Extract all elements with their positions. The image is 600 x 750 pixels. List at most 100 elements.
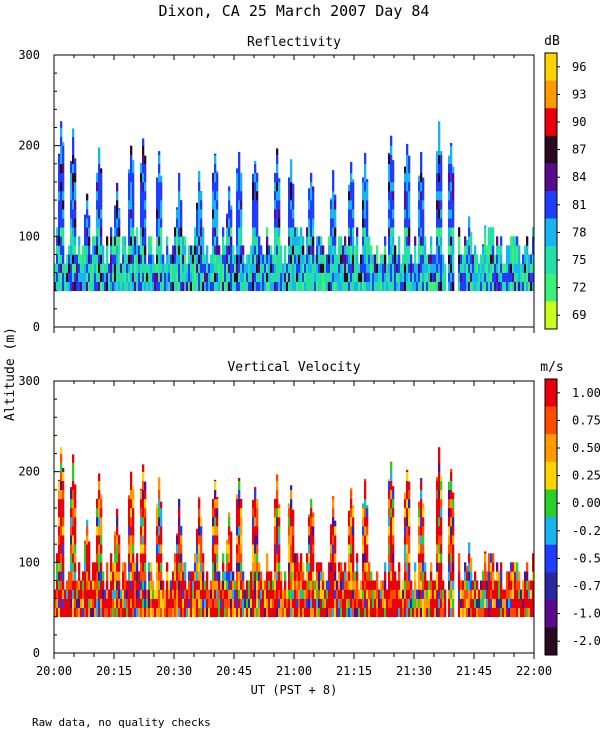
velocity-cell [466, 607, 469, 618]
velocity-cell [98, 480, 101, 491]
velocity-cell [206, 580, 209, 590]
velocity-cell [468, 598, 471, 608]
reflectivity-y-tick-label: 300 [18, 48, 40, 62]
reflectivity-cell [214, 209, 217, 219]
velocity-cell [172, 598, 175, 608]
reflectivity-cell [448, 191, 451, 201]
reflectivity-cell [60, 209, 63, 219]
reflectivity-cell [474, 254, 477, 264]
velocity-cell [100, 607, 103, 618]
velocity-cell [80, 598, 83, 608]
velocity-cell [162, 589, 165, 599]
reflectivity-cell [288, 218, 291, 228]
velocity-cell [484, 589, 487, 599]
velocity-cell [512, 607, 515, 618]
velocity-cell [430, 607, 433, 618]
velocity-cell [178, 553, 181, 563]
reflectivity-cell [298, 263, 301, 273]
reflectivity-cell [176, 254, 179, 264]
reflectivity-cell [230, 254, 233, 264]
reflectivity-cell [130, 245, 133, 255]
velocity-cell [252, 526, 255, 536]
reflectivity-cell [142, 191, 145, 201]
velocity-cell [494, 580, 497, 590]
velocity-cell [278, 580, 281, 590]
velocity-cell [158, 607, 161, 618]
velocity-cell [480, 580, 483, 590]
velocity-cell [414, 571, 417, 581]
reflectivity-cell [120, 272, 123, 282]
velocity-cell [222, 607, 225, 618]
velocity-cell [406, 489, 409, 500]
velocity-cell [112, 607, 115, 618]
velocity-cell [404, 571, 407, 581]
velocity-cell [254, 589, 257, 599]
velocity-cell [226, 544, 229, 554]
velocity-cell [70, 607, 73, 618]
reflectivity-cell [332, 263, 335, 273]
velocity-cell [180, 553, 183, 563]
velocity-cell [376, 580, 379, 590]
reflectivity-cell [158, 200, 161, 210]
velocity-cell [272, 589, 275, 599]
reflectivity-y-tick-label: 100 [18, 229, 40, 243]
reflectivity-cell [318, 254, 321, 264]
velocity-cell [122, 589, 125, 599]
reflectivity-cell [132, 200, 135, 210]
velocity-cell [348, 562, 351, 572]
velocity-cell [420, 489, 423, 500]
reflectivity-cell [532, 245, 535, 255]
reflectivity-cell [60, 121, 63, 128]
reflectivity-cell [214, 181, 217, 192]
velocity-cell [140, 553, 143, 563]
velocity-cell [254, 580, 257, 590]
velocity-cell [390, 471, 393, 482]
velocity-cell [370, 589, 373, 599]
reflectivity-cell [172, 254, 175, 264]
reflectivity-cell [298, 281, 301, 292]
reflectivity-cell [392, 209, 395, 219]
velocity-cell [62, 526, 65, 536]
velocity-cell [72, 589, 75, 599]
velocity-cell [320, 571, 323, 581]
reflectivity-cell [436, 163, 439, 174]
reflectivity-cell [340, 263, 343, 273]
reflectivity-cell [254, 181, 257, 192]
velocity-cell [180, 598, 183, 608]
velocity-cell [160, 553, 163, 563]
velocity-cell [72, 489, 75, 500]
reflectivity-cell [62, 281, 65, 292]
reflectivity-cell [410, 254, 413, 264]
reflectivity-cell [192, 272, 195, 282]
reflectivity-cell [256, 209, 259, 219]
velocity-cell [180, 607, 183, 618]
reflectivity-cell [388, 236, 391, 246]
velocity-cell [318, 607, 321, 618]
reflectivity-cell [312, 236, 315, 246]
velocity-cell [256, 598, 259, 608]
velocity-cell [212, 498, 215, 509]
reflectivity-cell [474, 245, 477, 255]
reflectivity-cell [90, 272, 93, 282]
velocity-cell [214, 562, 217, 572]
velocity-cell [212, 544, 215, 554]
reflectivity-cell [114, 205, 117, 210]
reflectivity-cell [102, 281, 105, 292]
reflectivity-cell [282, 263, 285, 273]
reflectivity-cell [130, 272, 133, 282]
velocity-cell [74, 607, 77, 618]
velocity-cell [388, 535, 391, 545]
velocity-cell [308, 544, 311, 554]
reflectivity-cell [398, 263, 401, 273]
reflectivity-cell [232, 245, 235, 255]
reflectivity-cell [124, 272, 127, 282]
reflectivity-cell [238, 209, 241, 219]
reflectivity-cell [152, 263, 155, 273]
reflectivity-cell [202, 263, 205, 273]
reflectivity-cell [106, 263, 109, 273]
reflectivity-cell [100, 254, 103, 264]
velocity-cell [156, 526, 159, 536]
reflectivity-cell [404, 227, 407, 237]
reflectivity-cell [250, 281, 253, 292]
reflectivity-cell [350, 281, 353, 292]
